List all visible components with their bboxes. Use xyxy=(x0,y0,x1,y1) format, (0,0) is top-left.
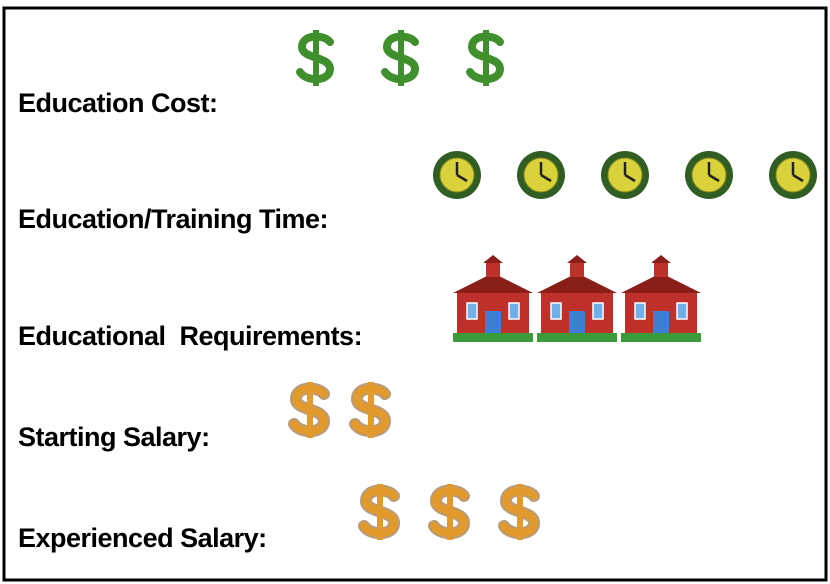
school-window xyxy=(593,303,603,319)
page: Education Cost: Education/Training Time: E… xyxy=(0,0,830,584)
clock-icon xyxy=(769,151,817,199)
school-lawn xyxy=(453,333,533,342)
dollar-icon xyxy=(294,382,324,438)
row-label: Experienced Salary: xyxy=(18,523,267,553)
row-label: Starting Salary: xyxy=(18,422,210,452)
row-label: Educational Requirements: xyxy=(18,321,362,351)
infographic: Education Cost: Education/Training Time: E… xyxy=(0,0,830,584)
school-window xyxy=(467,303,477,319)
school-tower xyxy=(570,263,584,277)
clock-icon xyxy=(601,151,649,199)
school-window xyxy=(551,303,561,319)
row-label: Education/Training Time: xyxy=(18,204,328,234)
dollar-icon xyxy=(355,382,385,438)
dollar-icon xyxy=(470,30,500,86)
school-window xyxy=(509,303,519,319)
school-door xyxy=(653,311,669,333)
clock-icon xyxy=(433,151,481,199)
school-window xyxy=(635,303,645,319)
dollar-icon xyxy=(504,484,534,540)
row-label: Education Cost: xyxy=(18,88,218,118)
school-lawn xyxy=(537,333,617,342)
dollar-icon xyxy=(364,484,394,540)
school-tower xyxy=(654,263,668,277)
dollar-icon xyxy=(434,484,464,540)
school-lawn xyxy=(621,333,701,342)
school-tower xyxy=(486,263,500,277)
school-door xyxy=(485,311,501,333)
school-door xyxy=(569,311,585,333)
clock-icon xyxy=(685,151,733,199)
school-window xyxy=(677,303,687,319)
dollar-icon xyxy=(385,30,415,86)
clock-icon xyxy=(517,151,565,199)
dollar-icon xyxy=(300,30,330,86)
